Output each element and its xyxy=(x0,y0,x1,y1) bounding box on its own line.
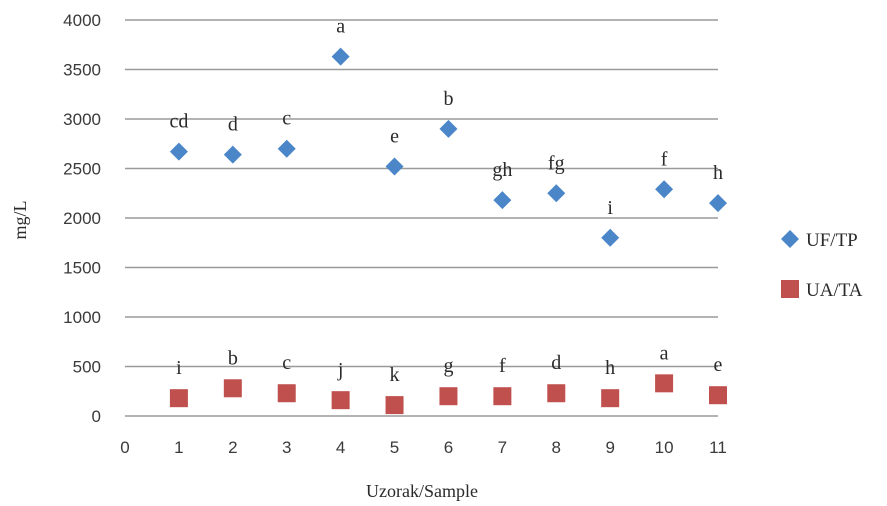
uf-tp-point-label: gh xyxy=(492,159,512,181)
x-tick-label: 10 xyxy=(655,438,674,457)
uf-tp-point xyxy=(547,184,566,203)
ua-ta-point xyxy=(385,396,404,415)
x-tick-label: 0 xyxy=(120,438,129,457)
ua-ta-point-label: k xyxy=(390,364,400,386)
ua-ta-point-label: e xyxy=(714,354,723,376)
uf-tp-point-label: e xyxy=(390,126,399,148)
data-series xyxy=(169,47,727,415)
ua-ta-point-label: f xyxy=(499,355,506,377)
uf-tp-point-label: d xyxy=(228,114,238,136)
ua-ta-point xyxy=(655,374,674,393)
uf-tp-point xyxy=(655,180,674,199)
uf-tp-point xyxy=(169,142,188,161)
gridlines xyxy=(125,19,718,417)
legend-label-ua-ta: UA/TA xyxy=(806,280,863,301)
uf-tp-point-label: b xyxy=(443,88,453,110)
ua-ta-point-label: i xyxy=(176,357,182,379)
y-tick-label: 0 xyxy=(92,407,101,426)
ua-ta-point-label: d xyxy=(551,352,561,374)
y-tick-label: 2500 xyxy=(63,160,101,179)
legend-marker-uf-tp xyxy=(781,230,799,248)
uf-tp-point xyxy=(439,119,458,138)
ua-ta-point xyxy=(331,391,350,410)
legend-marker-ua-ta xyxy=(781,280,799,298)
ua-ta-point-label: h xyxy=(605,357,615,379)
legend-label-uf-tp: UF/TP xyxy=(806,230,858,251)
y-tick-label: 500 xyxy=(73,358,101,377)
uf-tp-point-label: cd xyxy=(169,111,188,133)
y-tick-label: 1000 xyxy=(63,308,101,327)
ua-ta-point-label: b xyxy=(228,347,238,369)
point-labels: cd d c a e b gh fg i f h i b c j k g f d h a e xyxy=(169,16,723,386)
ua-ta-point xyxy=(493,387,512,406)
uf-tp-point xyxy=(385,157,404,176)
x-tick-label: 9 xyxy=(605,438,614,457)
x-tick-label: 7 xyxy=(498,438,507,457)
x-tick-label: 5 xyxy=(390,438,399,457)
uf-tp-point-label: f xyxy=(661,148,668,170)
ua-ta-point-label: a xyxy=(660,342,669,364)
x-axis-title: Uzorak/Sample xyxy=(366,481,478,501)
legend: UF/TP UA/TA xyxy=(781,230,863,301)
ua-ta-point xyxy=(439,387,458,406)
uf-tp-point-label: c xyxy=(282,108,291,130)
ua-ta-point xyxy=(547,384,566,403)
y-tick-label: 3000 xyxy=(63,110,101,129)
ua-ta-point xyxy=(169,389,188,408)
uf-tp-point xyxy=(601,228,620,247)
x-tick-label: 3 xyxy=(282,438,291,457)
x-tick-label: 6 xyxy=(444,438,453,457)
uf-tp-point-label: a xyxy=(336,16,345,38)
ua-ta-point-label: g xyxy=(443,355,453,377)
uf-tp-point xyxy=(709,194,727,213)
y-tick-label: 2000 xyxy=(63,209,101,228)
uf-tp-point-label: h xyxy=(713,162,723,184)
y-tick-label: 1500 xyxy=(63,259,101,278)
ua-ta-point-label: c xyxy=(282,352,291,374)
x-tick-label: 2 xyxy=(228,438,237,457)
ua-ta-point xyxy=(709,386,727,405)
x-tick-label: 4 xyxy=(336,438,345,457)
y-axis-title: mg/L xyxy=(10,201,30,240)
uf-tp-point xyxy=(331,47,350,66)
y-tick-label: 4000 xyxy=(63,11,101,30)
ua-ta-point xyxy=(601,389,620,408)
ua-ta-point xyxy=(223,379,242,398)
uf-tp-point xyxy=(277,139,296,158)
uf-tp-point xyxy=(493,191,512,210)
y-axis-ticks: 0 500 1000 1500 2000 2500 3000 3500 4000 xyxy=(63,11,101,426)
y-tick-label: 3500 xyxy=(63,61,101,80)
x-tick-label: 11 xyxy=(709,438,727,457)
ua-ta-point xyxy=(277,384,296,403)
uf-tp-point-label: i xyxy=(607,197,613,219)
ua-ta-point-label: j xyxy=(337,359,344,381)
uf-tp-point xyxy=(223,145,242,164)
uf-tp-point-label: fg xyxy=(548,152,565,174)
x-axis-ticks: 0 1 2 3 4 5 6 7 8 9 10 11 xyxy=(120,438,727,457)
x-tick-label: 1 xyxy=(174,438,183,457)
x-tick-label: 8 xyxy=(552,438,561,457)
